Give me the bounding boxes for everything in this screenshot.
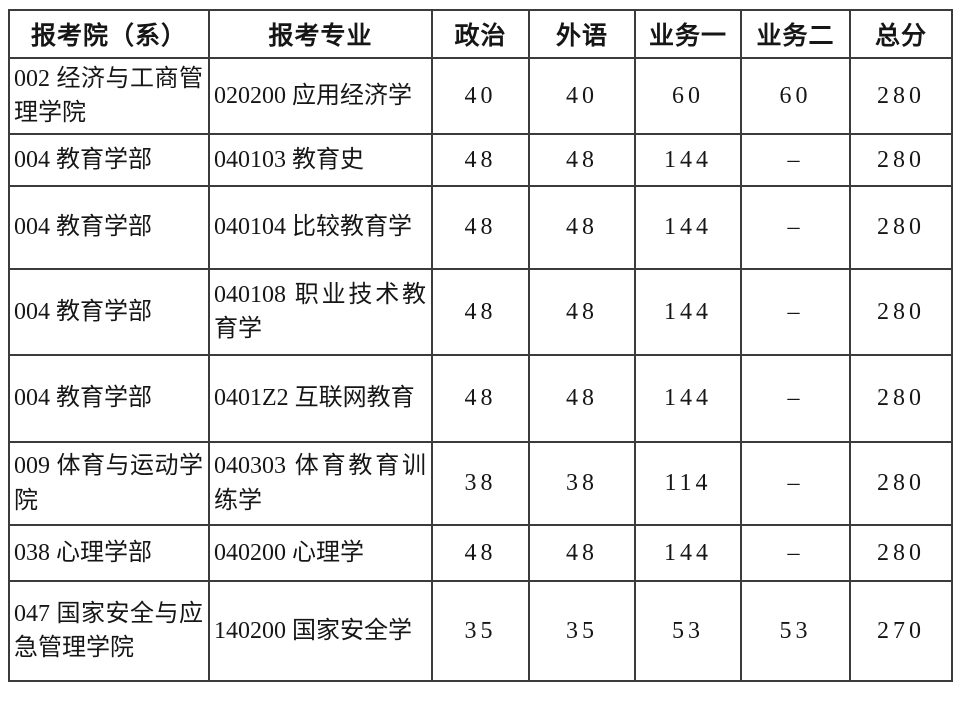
college-cell: 004 教育学部 <box>8 268 210 356</box>
major-cell: 040104 比较教育学 <box>208 185 433 270</box>
total-score: 280 <box>849 185 953 270</box>
header-foreign-language: 外语 <box>528 9 636 59</box>
major-cell: 040200 心理学 <box>208 524 433 582</box>
subject-two-score: – <box>740 133 851 187</box>
total-score: 280 <box>849 133 953 187</box>
foreign-language-score: 48 <box>528 133 636 187</box>
table-row: 004 教育学部 040103 教育史 48 48 144 – 280 <box>8 133 953 187</box>
major-cell: 040103 教育史 <box>208 133 433 187</box>
foreign-language-score: 38 <box>528 441 636 526</box>
politics-score: 48 <box>431 354 530 443</box>
table-row: 004 教育学部 040108 职业技术教育学 48 48 144 – 280 <box>8 268 953 356</box>
total-score: 280 <box>849 354 953 443</box>
header-total: 总分 <box>849 9 953 59</box>
politics-score: 48 <box>431 185 530 270</box>
college-cell: 004 教育学部 <box>8 185 210 270</box>
table-row: 047 国家安全与应急管理学院 140200 国家安全学 35 35 53 53… <box>8 580 953 682</box>
politics-score: 35 <box>431 580 530 682</box>
foreign-language-score: 35 <box>528 580 636 682</box>
politics-score: 38 <box>431 441 530 526</box>
college-cell: 009 体育与运动学院 <box>8 441 210 526</box>
subject-two-score: – <box>740 268 851 356</box>
table-row: 004 教育学部 040104 比较教育学 48 48 144 – 280 <box>8 185 953 270</box>
admission-score-table: 报考院（系） 报考专业 政治 外语 业务一 业务二 总分 002 经济与工商管理… <box>8 9 953 682</box>
subject-two-score: 60 <box>740 57 851 135</box>
subject-two-score: – <box>740 441 851 526</box>
total-score: 280 <box>849 268 953 356</box>
college-cell: 002 经济与工商管理学院 <box>8 57 210 135</box>
subject-one-score: 60 <box>634 57 742 135</box>
total-score: 270 <box>849 580 953 682</box>
subject-one-score: 53 <box>634 580 742 682</box>
subject-one-score: 114 <box>634 441 742 526</box>
header-subject-two: 业务二 <box>740 9 851 59</box>
table-row: 002 经济与工商管理学院 020200 应用经济学 40 40 60 60 2… <box>8 57 953 135</box>
header-politics: 政治 <box>431 9 530 59</box>
subject-one-score: 144 <box>634 354 742 443</box>
table-row: 004 教育学部 0401Z2 互联网教育 48 48 144 – 280 <box>8 354 953 443</box>
major-cell: 040108 职业技术教育学 <box>208 268 433 356</box>
major-cell: 040303 体育教育训练学 <box>208 441 433 526</box>
header-major: 报考专业 <box>208 9 433 59</box>
table-row: 038 心理学部 040200 心理学 48 48 144 – 280 <box>8 524 953 582</box>
politics-score: 48 <box>431 268 530 356</box>
college-cell: 047 国家安全与应急管理学院 <box>8 580 210 682</box>
header-row: 报考院（系） 报考专业 政治 外语 业务一 业务二 总分 <box>8 9 953 59</box>
major-cell: 0401Z2 互联网教育 <box>208 354 433 443</box>
subject-two-score: – <box>740 524 851 582</box>
header-subject-one: 业务一 <box>634 9 742 59</box>
total-score: 280 <box>849 57 953 135</box>
foreign-language-score: 40 <box>528 57 636 135</box>
total-score: 280 <box>849 524 953 582</box>
total-score: 280 <box>849 441 953 526</box>
politics-score: 48 <box>431 524 530 582</box>
subject-one-score: 144 <box>634 185 742 270</box>
major-cell: 140200 国家安全学 <box>208 580 433 682</box>
table-row: 009 体育与运动学院 040303 体育教育训练学 38 38 114 – 2… <box>8 441 953 526</box>
foreign-language-score: 48 <box>528 354 636 443</box>
foreign-language-score: 48 <box>528 524 636 582</box>
subject-two-score: 53 <box>740 580 851 682</box>
college-cell: 038 心理学部 <box>8 524 210 582</box>
foreign-language-score: 48 <box>528 185 636 270</box>
foreign-language-score: 48 <box>528 268 636 356</box>
subject-two-score: – <box>740 185 851 270</box>
subject-one-score: 144 <box>634 524 742 582</box>
subject-one-score: 144 <box>634 268 742 356</box>
politics-score: 48 <box>431 133 530 187</box>
college-cell: 004 教育学部 <box>8 133 210 187</box>
subject-one-score: 144 <box>634 133 742 187</box>
subject-two-score: – <box>740 354 851 443</box>
header-college: 报考院（系） <box>8 9 210 59</box>
major-cell: 020200 应用经济学 <box>208 57 433 135</box>
politics-score: 40 <box>431 57 530 135</box>
college-cell: 004 教育学部 <box>8 354 210 443</box>
